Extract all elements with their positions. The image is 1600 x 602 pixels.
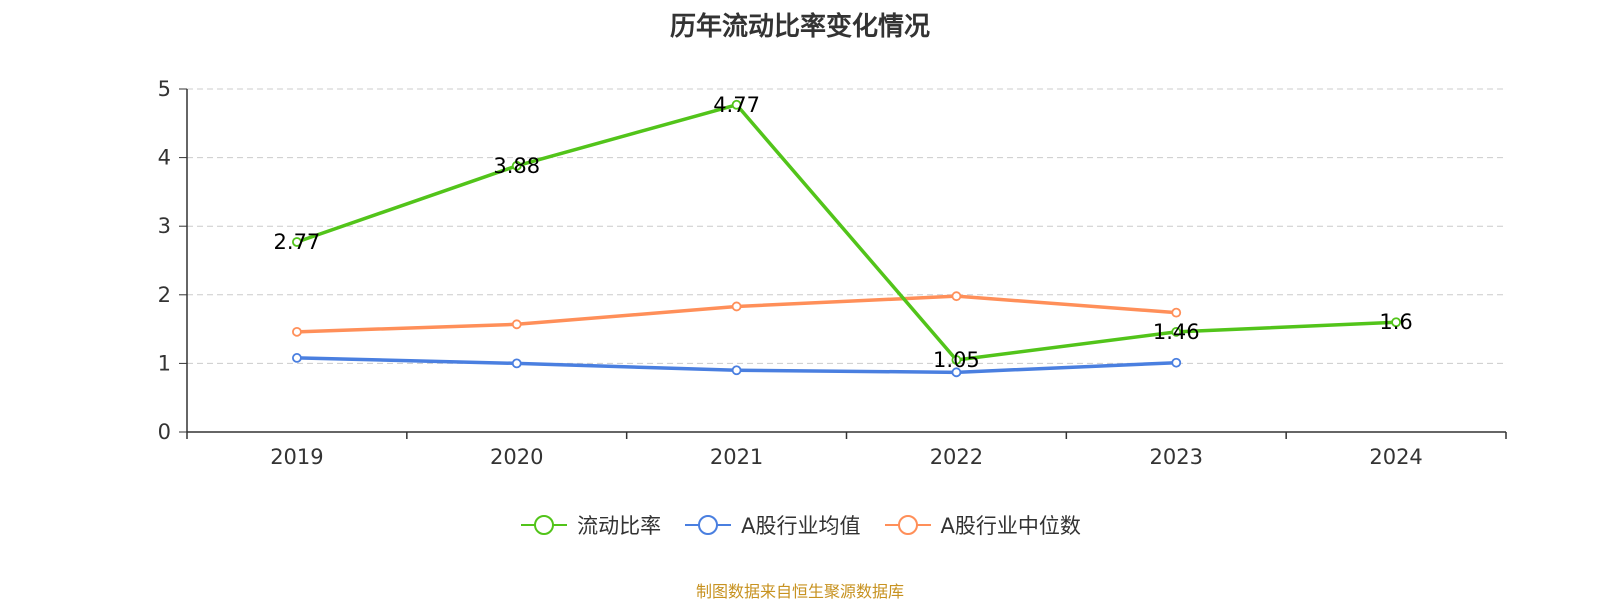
- x-tick-label: 2019: [270, 445, 323, 469]
- y-tick-label: 0: [158, 420, 171, 444]
- data-point: [951, 355, 962, 365]
- legend-item[interactable]: A股行业中位数: [883, 510, 1081, 540]
- data-point: [951, 367, 962, 378]
- data-point: [292, 237, 302, 247]
- data-label: 1.05: [933, 348, 980, 372]
- data-point: [511, 160, 522, 171]
- data-label: 1.6: [1379, 310, 1412, 334]
- data-point: [1171, 357, 1182, 368]
- data-label: 2.77: [274, 230, 321, 254]
- x-tick-label: 2020: [490, 445, 543, 469]
- x-tick-label: 2023: [1150, 445, 1203, 469]
- data-point: [292, 326, 302, 337]
- legend-label: A股行业均值: [741, 514, 861, 538]
- legend-item[interactable]: 流动比率: [519, 510, 661, 540]
- legend-swatch-icon: [884, 515, 931, 535]
- source-note: 制图数据来自恒生聚源数据库: [695, 582, 904, 601]
- data-point: [731, 365, 742, 376]
- data-point: [1171, 307, 1182, 318]
- data-label: 1.46: [1153, 320, 1200, 344]
- y-tick-label: 1: [158, 351, 171, 375]
- legend-swatch-icon: [685, 515, 732, 535]
- series-line-2: [296, 294, 1177, 334]
- legend-label: 流动比率: [577, 514, 662, 538]
- legend-swatch-icon: [521, 515, 568, 535]
- gridlines: [187, 88, 1506, 364]
- series-lines: [292, 99, 1401, 378]
- data-point: [292, 353, 302, 363]
- data-labels: 2.77 3.88 4.77 1.05 1.46 1.6: [274, 93, 1413, 372]
- legend-item[interactable]: A股行业均值: [683, 510, 861, 540]
- legend-marker: [698, 515, 719, 535]
- data-label: 4.77: [713, 93, 760, 117]
- data-point: [511, 319, 522, 330]
- axes: 0 1 2 3 4 5 2019 2020 2021 2022 2023 2024: [158, 77, 1507, 469]
- data-point: [951, 291, 962, 302]
- legend-label: A股行业中位数: [940, 514, 1081, 538]
- data-label: 3.88: [493, 154, 540, 178]
- legend-marker: [897, 515, 918, 535]
- y-tick-label: 2: [158, 283, 171, 307]
- x-tick-label: 2024: [1369, 445, 1422, 469]
- x-tick-label: 2021: [710, 445, 763, 469]
- data-point: [731, 99, 742, 110]
- x-tick-label: 2022: [930, 445, 983, 469]
- legend-marker: [534, 515, 555, 535]
- data-point: [1391, 317, 1401, 328]
- legend: 流动比率 A股行业均值 A股行业中位数: [0, 510, 1600, 540]
- y-tick-label: 5: [158, 77, 171, 101]
- y-tick-label: 4: [158, 146, 171, 170]
- chart-title: 历年流动比率变化情况: [669, 12, 930, 42]
- data-point: [511, 358, 522, 369]
- data-point: [731, 301, 742, 312]
- data-point: [1171, 326, 1182, 337]
- series-line-0: [296, 103, 1397, 362]
- y-tick-label: 3: [158, 214, 171, 238]
